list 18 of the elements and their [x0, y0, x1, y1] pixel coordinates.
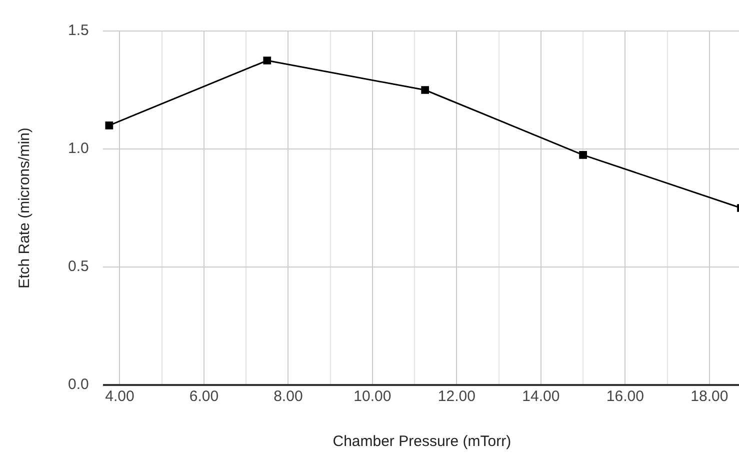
x-tick-label: 8.00 [274, 388, 303, 406]
x-tick-label: 18.00 [690, 388, 728, 406]
x-axis-title: Chamber Pressure (mTorr) [332, 433, 512, 450]
x-tick-label: 16.00 [606, 388, 644, 406]
x-tick-label: 4.00 [105, 388, 134, 406]
y-tick-label: 0.5 [68, 258, 89, 276]
point [263, 56, 272, 64]
point [105, 121, 114, 130]
y-tick-label: 1.5 [68, 22, 89, 40]
y-tick-label: 0.0 [68, 376, 89, 394]
point [579, 150, 587, 159]
x-tick-label: 12.00 [438, 388, 476, 406]
point [421, 86, 430, 94]
x-tick-label: 14.00 [522, 388, 560, 406]
y-tick-label: 1.0 [68, 140, 89, 158]
x-tick-label: 6.00 [189, 388, 219, 406]
x-tick-label: 10.00 [354, 388, 392, 406]
y-axis-title: Etch Rate (microns/min) [16, 128, 34, 288]
